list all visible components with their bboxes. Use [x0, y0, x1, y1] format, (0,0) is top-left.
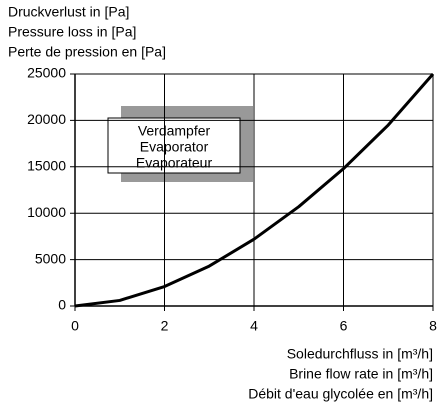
x-tick-label: 8 — [429, 318, 437, 334]
x-axis-label: Soledurchfluss in [m³/h] — [287, 346, 433, 362]
y-tick-label: 20000 — [27, 111, 66, 127]
annotation-text: Evaporator — [140, 139, 209, 155]
x-tick-label: 2 — [161, 318, 169, 334]
curve — [74, 73, 435, 308]
y-tick-label: 5000 — [35, 250, 66, 266]
y-tick-label: 15000 — [27, 158, 66, 174]
x-tick-label: 4 — [250, 318, 258, 334]
annotation-box — [107, 117, 241, 174]
x-tick-label: 6 — [340, 318, 348, 334]
x-axis-label: Débit d'eau glycolée en [m³/h] — [248, 386, 433, 402]
annotation-text: Evaporateur — [136, 155, 213, 171]
y-tick-label: 25000 — [27, 65, 66, 81]
y-axis-label: Pressure loss in [Pa] — [8, 24, 136, 40]
annotation-text: Verdampfer — [138, 123, 211, 139]
y-tick-label: 0 — [58, 297, 66, 313]
y-axis-label: Perte de pression en [Pa] — [8, 44, 166, 60]
y-axis-label: Druckverlust in [Pa] — [8, 4, 129, 20]
x-tick-label: 0 — [71, 318, 79, 334]
y-tick-label: 10000 — [27, 204, 66, 220]
x-axis-label: Brine flow rate in [m³/h] — [289, 366, 433, 382]
